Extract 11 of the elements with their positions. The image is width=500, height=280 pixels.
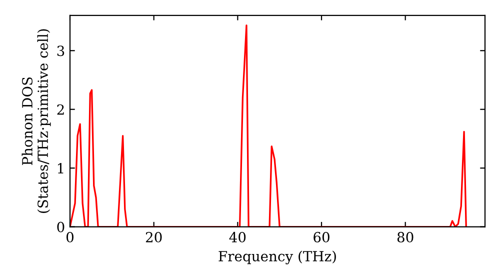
x-tick-label: 60	[314, 232, 330, 242]
x-axis-title: Frequency (THz)	[218, 250, 336, 264]
y-axis-title: Phonon DOS (States/THz·primitive cell)	[22, 29, 51, 213]
x-tick-label: 0	[66, 232, 74, 242]
x-tick-label: 80	[397, 232, 414, 242]
x-tick-label: 40	[229, 232, 246, 242]
x-tick-label: 20	[146, 232, 162, 242]
y-tick-label: 1	[58, 163, 64, 174]
y-tick-label: 0	[57, 222, 64, 232]
y-tick-label: 3	[57, 46, 64, 56]
y-tick-label: 2	[57, 104, 64, 115]
